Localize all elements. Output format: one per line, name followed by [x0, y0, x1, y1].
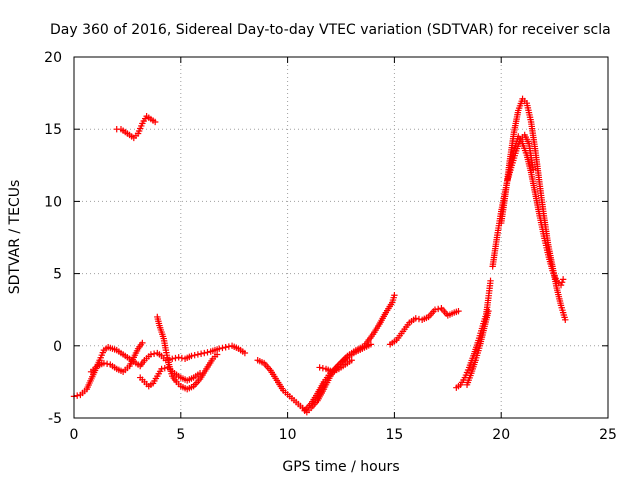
grid-lines	[74, 57, 608, 418]
data-point	[213, 351, 221, 358]
plot-frame	[73, 56, 609, 419]
data-point-interp	[191, 351, 198, 359]
data-point	[188, 352, 195, 360]
data-point	[530, 166, 537, 173]
series-track-14	[504, 131, 537, 183]
data-point	[431, 306, 439, 313]
data-points	[70, 95, 569, 416]
y-tick-label: 0	[53, 339, 62, 355]
y-tick-label: 20	[44, 50, 62, 66]
data-point-interp	[219, 344, 226, 352]
data-point	[316, 364, 323, 371]
data-point	[367, 341, 375, 348]
series-track-1	[70, 342, 249, 400]
axis-ticks: 0 5 10 15 20 25 -5 0 5 10 15 20	[44, 50, 617, 443]
x-tick-label: 25	[599, 427, 617, 443]
data-point	[194, 351, 202, 358]
data-point	[485, 307, 492, 315]
data-point	[139, 339, 146, 347]
series-track-9	[386, 305, 462, 348]
data-point	[196, 370, 204, 377]
data-point	[222, 344, 229, 351]
series-track-11	[463, 307, 492, 388]
data-point	[557, 281, 565, 289]
data-point	[348, 357, 355, 364]
series-track-2	[87, 339, 146, 375]
data-point	[158, 365, 165, 373]
data-point-interp	[558, 279, 566, 286]
data-point	[455, 307, 462, 315]
y-axis-label: SDTVAR / TECUs	[7, 180, 23, 295]
data-point	[147, 351, 155, 358]
x-tick-label: 10	[279, 427, 297, 443]
data-point	[169, 355, 176, 362]
y-tick-label: 5	[53, 267, 62, 283]
data-point	[216, 345, 223, 352]
x-tick-label: 5	[176, 427, 185, 443]
x-axis-label: GPS time / hours	[282, 459, 399, 475]
series-track-4	[137, 364, 204, 390]
data-point	[487, 277, 494, 285]
data-point-interp	[225, 343, 233, 350]
data-point	[559, 276, 567, 283]
data-point-interp	[197, 350, 205, 357]
data-point-interp	[178, 354, 186, 362]
data-point	[562, 316, 569, 324]
data-point	[201, 349, 208, 357]
data-point-interp	[204, 349, 211, 356]
y-tick-label: -5	[48, 411, 62, 427]
series-track-8	[316, 357, 355, 375]
data-point-interp	[103, 360, 111, 368]
data-point-interp	[150, 350, 158, 357]
data-point-interp	[434, 305, 442, 313]
data-point-interp	[415, 315, 423, 323]
y-tick-label: 15	[44, 122, 62, 138]
chart-title: Day 360 of 2016, Sidereal Day-to-day VTE…	[50, 22, 611, 38]
data-point-interp	[172, 354, 179, 362]
data-point	[175, 354, 182, 361]
data-point-interp	[74, 392, 81, 399]
data-point	[391, 292, 398, 299]
x-tick-label: 20	[492, 427, 510, 443]
data-point-interp	[319, 364, 327, 372]
x-tick-label: 0	[70, 427, 79, 443]
y-tick-label: 10	[44, 194, 62, 210]
data-point	[241, 349, 249, 357]
data-point	[412, 315, 419, 322]
data-point	[151, 118, 159, 126]
x-tick-label: 15	[385, 427, 403, 443]
data-point-interp	[161, 364, 168, 372]
data-point	[100, 359, 108, 367]
series-track-5	[113, 113, 159, 142]
